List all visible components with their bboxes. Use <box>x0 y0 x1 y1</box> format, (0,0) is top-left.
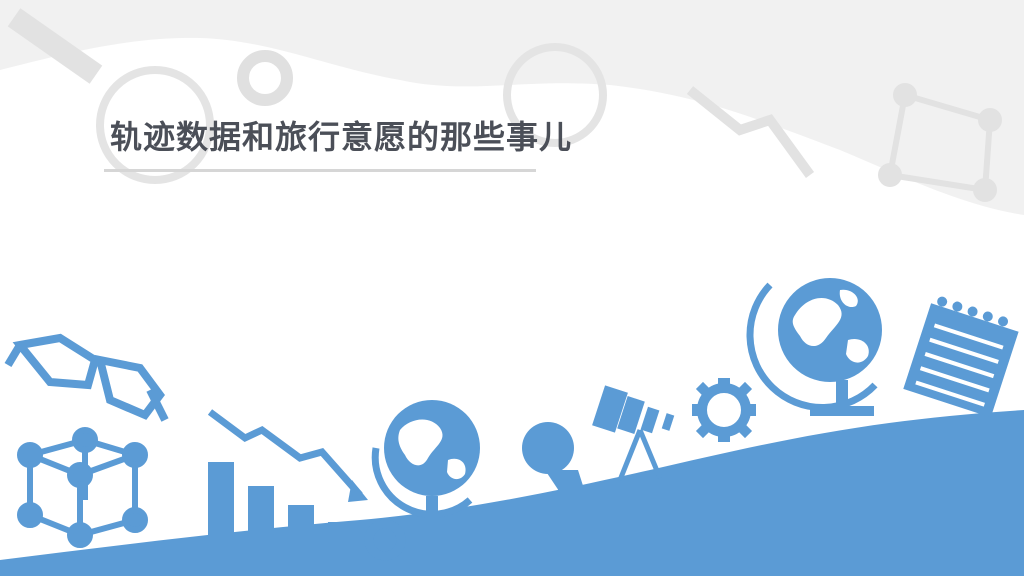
watermark-chart-icon <box>686 86 815 178</box>
molecule-cube-icon <box>17 427 148 548</box>
bar-chart-decline-icon <box>207 409 368 552</box>
title-underline <box>104 169 536 172</box>
watermark-ruler-icon <box>7 8 103 84</box>
top-watermark-band <box>0 0 1024 215</box>
gear-icon <box>364 519 406 561</box>
bottom-blue-hill <box>0 410 1024 576</box>
globe-icon <box>746 278 882 416</box>
gear-icon <box>692 378 756 442</box>
magnifier-icon <box>522 422 588 504</box>
page-title: 轨迹数据和旅行意愿的那些事儿 <box>110 118 573 156</box>
globe-icon <box>371 400 480 530</box>
watermark-gear-icon <box>237 50 293 106</box>
eyeglasses-icon <box>4 333 169 422</box>
watermark-molecule-icon <box>878 83 1002 202</box>
watermark-globe-icon <box>96 43 607 184</box>
telescope-icon <box>592 385 675 481</box>
notepad-icon <box>903 296 1019 418</box>
